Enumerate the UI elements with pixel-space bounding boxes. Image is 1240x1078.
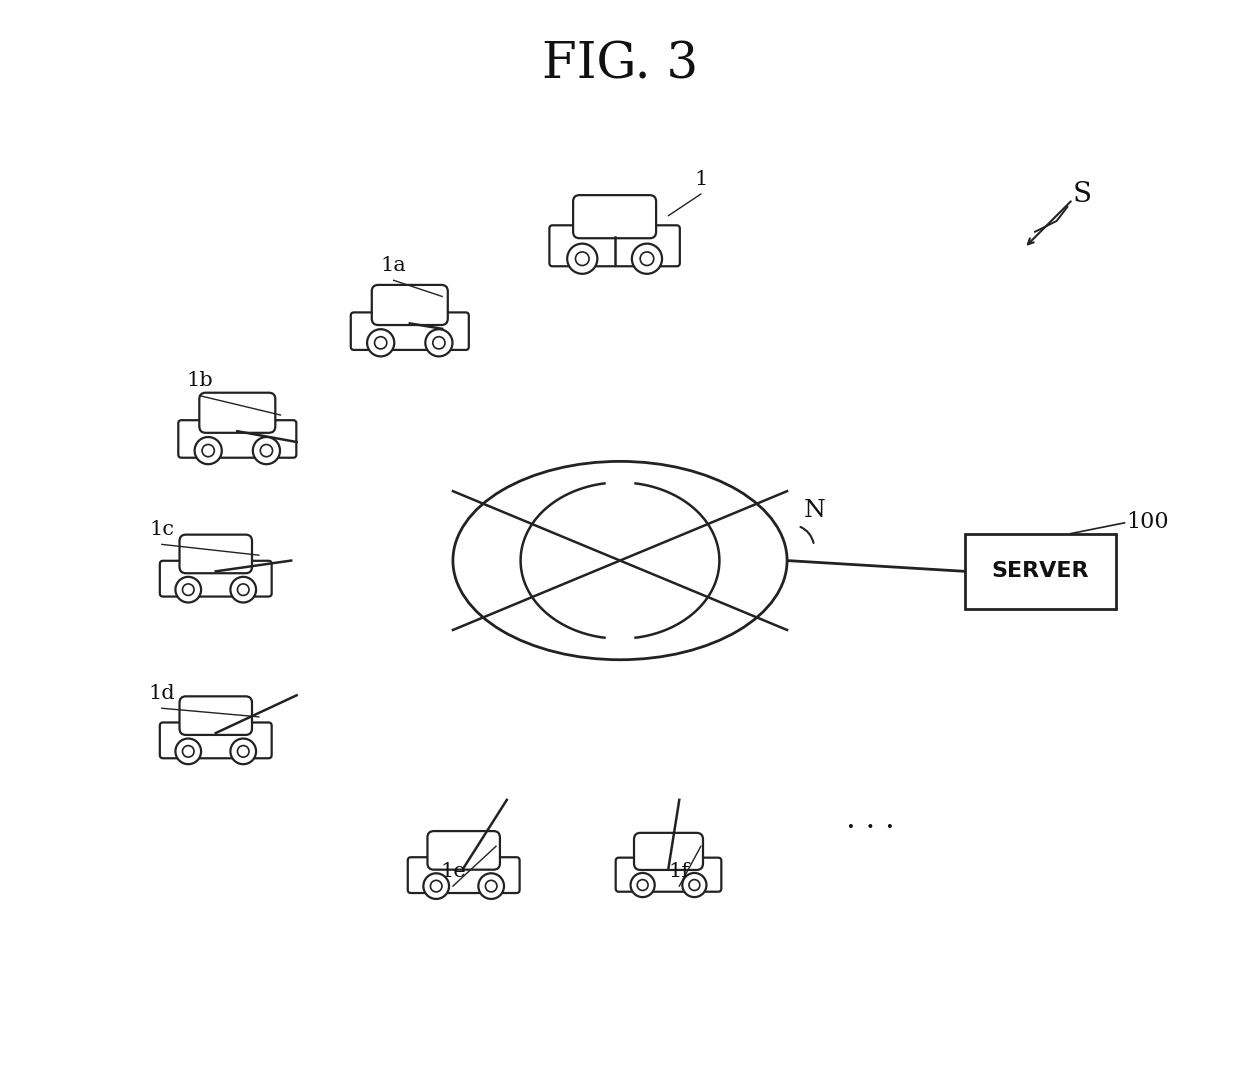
Circle shape <box>425 329 453 357</box>
Ellipse shape <box>453 461 787 660</box>
Circle shape <box>260 444 273 457</box>
Circle shape <box>175 738 201 764</box>
Circle shape <box>238 584 249 595</box>
Circle shape <box>238 746 249 757</box>
Circle shape <box>231 738 257 764</box>
FancyBboxPatch shape <box>549 225 680 266</box>
FancyBboxPatch shape <box>179 420 296 458</box>
Circle shape <box>632 244 662 274</box>
FancyBboxPatch shape <box>160 561 272 596</box>
Circle shape <box>182 584 193 595</box>
Circle shape <box>430 881 441 892</box>
Circle shape <box>575 252 589 265</box>
Circle shape <box>202 444 215 457</box>
Circle shape <box>182 746 193 757</box>
FancyBboxPatch shape <box>616 858 722 892</box>
Text: FIG. 3: FIG. 3 <box>542 40 698 89</box>
Text: 100: 100 <box>1127 511 1169 534</box>
FancyBboxPatch shape <box>180 696 252 735</box>
FancyBboxPatch shape <box>634 833 703 870</box>
Circle shape <box>567 244 598 274</box>
FancyBboxPatch shape <box>180 535 252 573</box>
Circle shape <box>253 437 280 465</box>
FancyBboxPatch shape <box>351 313 469 350</box>
Text: 1c: 1c <box>149 520 175 539</box>
Text: 1e: 1e <box>440 861 466 881</box>
Text: 1a: 1a <box>381 255 407 275</box>
Circle shape <box>682 873 707 897</box>
Circle shape <box>631 873 655 897</box>
Text: S: S <box>1073 180 1091 208</box>
Text: SERVER: SERVER <box>992 562 1089 581</box>
FancyBboxPatch shape <box>573 195 656 238</box>
FancyBboxPatch shape <box>428 831 500 870</box>
Text: . . .: . . . <box>847 804 895 834</box>
Text: N: N <box>804 499 825 523</box>
Circle shape <box>367 329 394 357</box>
FancyBboxPatch shape <box>160 722 272 758</box>
Circle shape <box>479 873 503 899</box>
FancyBboxPatch shape <box>965 534 1116 609</box>
FancyBboxPatch shape <box>408 857 520 893</box>
Circle shape <box>640 252 653 265</box>
Circle shape <box>374 336 387 349</box>
Circle shape <box>485 881 497 892</box>
Circle shape <box>423 873 449 899</box>
FancyBboxPatch shape <box>200 392 275 432</box>
FancyBboxPatch shape <box>372 285 448 324</box>
Circle shape <box>175 577 201 603</box>
Text: 1f: 1f <box>668 861 689 881</box>
Circle shape <box>195 437 222 465</box>
Circle shape <box>637 880 649 890</box>
Text: 1b: 1b <box>186 371 213 390</box>
Circle shape <box>231 577 257 603</box>
Text: 1d: 1d <box>149 683 175 703</box>
Circle shape <box>433 336 445 349</box>
Text: 1: 1 <box>694 169 708 189</box>
Circle shape <box>689 880 699 890</box>
